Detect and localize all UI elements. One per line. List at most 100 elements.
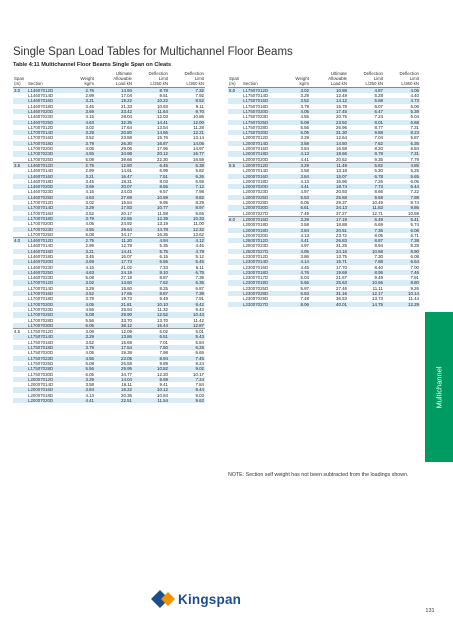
cell-section: L14607012D bbox=[27, 237, 75, 244]
cell-ultimate: 29.06 bbox=[121, 146, 132, 152]
cell-weight: 4.95 bbox=[290, 248, 310, 254]
cell-ultimate: 21.33 bbox=[121, 103, 132, 109]
cell-defl250: 11.54 bbox=[133, 398, 169, 404]
table-row: L14607023D 4.15 24.03 9.57 7.98 bbox=[13, 189, 205, 194]
cell-defl250: 4.87 bbox=[348, 87, 384, 94]
cell-weight: 4.13 bbox=[300, 178, 309, 184]
cell-ultimate: 15.54 bbox=[121, 200, 132, 206]
cell-defl250: 9.49 bbox=[159, 296, 168, 302]
table-row: L20007027D 7.49 37.27 12.71 10.59 bbox=[228, 211, 420, 217]
cell-defl360: 4.85 bbox=[384, 161, 420, 169]
table-row: L20007018D 4.13 16.96 7.26 6.05 bbox=[228, 179, 420, 184]
cell-weight: 3.58 bbox=[300, 168, 309, 174]
cell-defl250: 4.94 bbox=[133, 237, 169, 244]
cell-ultimate: 14.41 bbox=[95, 248, 133, 254]
table-row: L17507018D 3.79 15.78 6.07 5.06 bbox=[228, 104, 420, 109]
cell-weight: 3.58 bbox=[290, 140, 310, 147]
table-row: L17507030D 6.05 31.30 9.88 8.23 bbox=[228, 130, 420, 136]
cell-weight: 3.69 bbox=[75, 259, 95, 265]
cell-ultimate: 15.78 bbox=[336, 103, 347, 109]
cell-ultimate: 13.86 bbox=[95, 334, 133, 340]
table-row: L14607018D 3.45 21.33 10.93 9.11 bbox=[13, 104, 205, 109]
col-head-defl360: Deflection bbox=[184, 71, 204, 76]
cell-section: L23007027D bbox=[242, 301, 290, 307]
cell-section: L17007014D bbox=[28, 285, 54, 291]
cell-ultimate: 24.16 bbox=[310, 248, 348, 254]
cell-defl250: 7.98 bbox=[159, 350, 168, 356]
cell-ultimate: 16.96 bbox=[336, 178, 347, 184]
cell-ultimate: 26.58 bbox=[121, 360, 132, 366]
cell-span bbox=[13, 108, 27, 115]
cell-ultimate: 27.46 bbox=[336, 285, 347, 291]
cell-section: L20007020D bbox=[242, 184, 290, 190]
table-row: L17007020D 4.05 29.06 17.96 14.97 bbox=[13, 146, 205, 151]
table-body-left: 3.0 L14607012D 2.75 14.93 8.78 7.32 L14607014D… bbox=[13, 87, 205, 404]
cell-span bbox=[228, 301, 242, 307]
cell-ultimate: 29.95 bbox=[95, 366, 133, 372]
cell-defl250: 10.22 bbox=[133, 98, 169, 104]
cell-defl360: 6.71 bbox=[410, 232, 419, 238]
cell-defl360: 6.87 bbox=[195, 285, 204, 291]
cell-defl360: 6.44 bbox=[384, 184, 420, 190]
cell-section: L17507016D bbox=[28, 339, 54, 345]
cell-ultimate: 17.65 bbox=[95, 291, 133, 297]
cell-weight: 3.79 bbox=[300, 103, 309, 109]
cell-defl360: 6.35 bbox=[169, 280, 205, 286]
cell-defl250: 10.77 bbox=[133, 205, 169, 211]
cell-section: L14607025D bbox=[27, 194, 75, 201]
table-row: L17507030D 6.05 34.77 12.20 10.17 bbox=[13, 372, 205, 377]
cell-weight: 5.08 bbox=[85, 360, 94, 366]
cell-defl250: 11.11 bbox=[372, 285, 383, 291]
cell-weight: 5.53 bbox=[290, 194, 310, 201]
kingspan-mark-icon bbox=[151, 590, 175, 608]
cell-defl250: 8.87 bbox=[133, 291, 169, 297]
table-row: L17507014D 3.29 13.86 6.51 5.43 bbox=[13, 334, 205, 340]
cell-span bbox=[228, 194, 242, 201]
cell-ultimate: 20.80 bbox=[95, 130, 133, 136]
cell-weight: 4.55 bbox=[75, 355, 95, 361]
cell-weight: 3.52 bbox=[290, 98, 310, 104]
cell-ultimate: 19.38 bbox=[121, 350, 132, 356]
cell-defl250: 7.01 bbox=[159, 339, 168, 345]
cell-defl360: 6.05 bbox=[410, 178, 419, 184]
cell-defl360: 12.87 bbox=[169, 322, 205, 329]
cell-section: L20007012D bbox=[243, 135, 269, 141]
cell-defl250: 9.89 bbox=[159, 360, 168, 366]
cell-span bbox=[13, 226, 27, 232]
cell-defl250: 8.05 bbox=[374, 232, 383, 238]
cell-ultimate: 25.94 bbox=[121, 306, 132, 312]
cell-defl360: 7.91 bbox=[195, 296, 204, 302]
cell-section: L14607023D bbox=[28, 264, 54, 270]
cell-defl360: 9.11 bbox=[195, 103, 204, 109]
table-row: 3.0 L14607012D 2.75 14.93 8.78 7.32 bbox=[13, 87, 205, 94]
section-tab-label: Multichannel bbox=[434, 365, 444, 409]
cell-span bbox=[13, 98, 27, 104]
col-head-span: Span bbox=[229, 76, 240, 82]
cell-ultimate: 26.30 bbox=[95, 140, 133, 147]
table-row: L20007016D 3.84 16.58 8.20 6.84 bbox=[228, 146, 420, 151]
cell-defl250: 5.35 bbox=[159, 243, 168, 249]
cell-ultimate: 31.25 bbox=[336, 243, 347, 249]
cell-weight: 3.29 bbox=[300, 93, 309, 99]
cell-weight: 5.56 bbox=[75, 366, 95, 372]
cell-ultimate: 14.50 bbox=[310, 140, 348, 147]
cell-defl360: 4.40 bbox=[410, 93, 419, 99]
cell-defl250: 8.66 bbox=[374, 189, 383, 195]
table-row: L20007018D 3.58 18.88 6.69 5.74 bbox=[228, 222, 420, 227]
cell-weight: 3.08 bbox=[75, 328, 95, 335]
cell-defl360: 5.01 bbox=[169, 328, 205, 335]
cell-defl250: 10.93 bbox=[157, 103, 168, 109]
table-row: L20007012D 3.29 12.64 7.04 5.87 bbox=[228, 135, 420, 140]
table-row: L20007030D 6.61 34.13 11.83 9.86 bbox=[228, 205, 420, 211]
cell-defl250: 5.82 bbox=[348, 161, 384, 169]
table-row: 6.0 L20007016D 3.29 17.19 6.49 5.41 bbox=[228, 215, 420, 223]
table-row: L17007025D 5.08 29.90 12.52 10.43 bbox=[13, 312, 205, 318]
cell-section: L20007016D bbox=[242, 215, 290, 223]
table-note: NOTE: Section self weight has not been s… bbox=[228, 472, 409, 478]
table-row: L14607014D 2.99 17.04 9.51 7.92 bbox=[13, 93, 205, 98]
cell-weight: 3.52 bbox=[85, 210, 94, 216]
cell-defl250: 6.78 bbox=[348, 173, 384, 179]
cell-defl250: 11.83 bbox=[348, 205, 384, 211]
cell-weight: 3.79 bbox=[75, 345, 95, 351]
cell-section: L17007023D bbox=[27, 226, 75, 232]
